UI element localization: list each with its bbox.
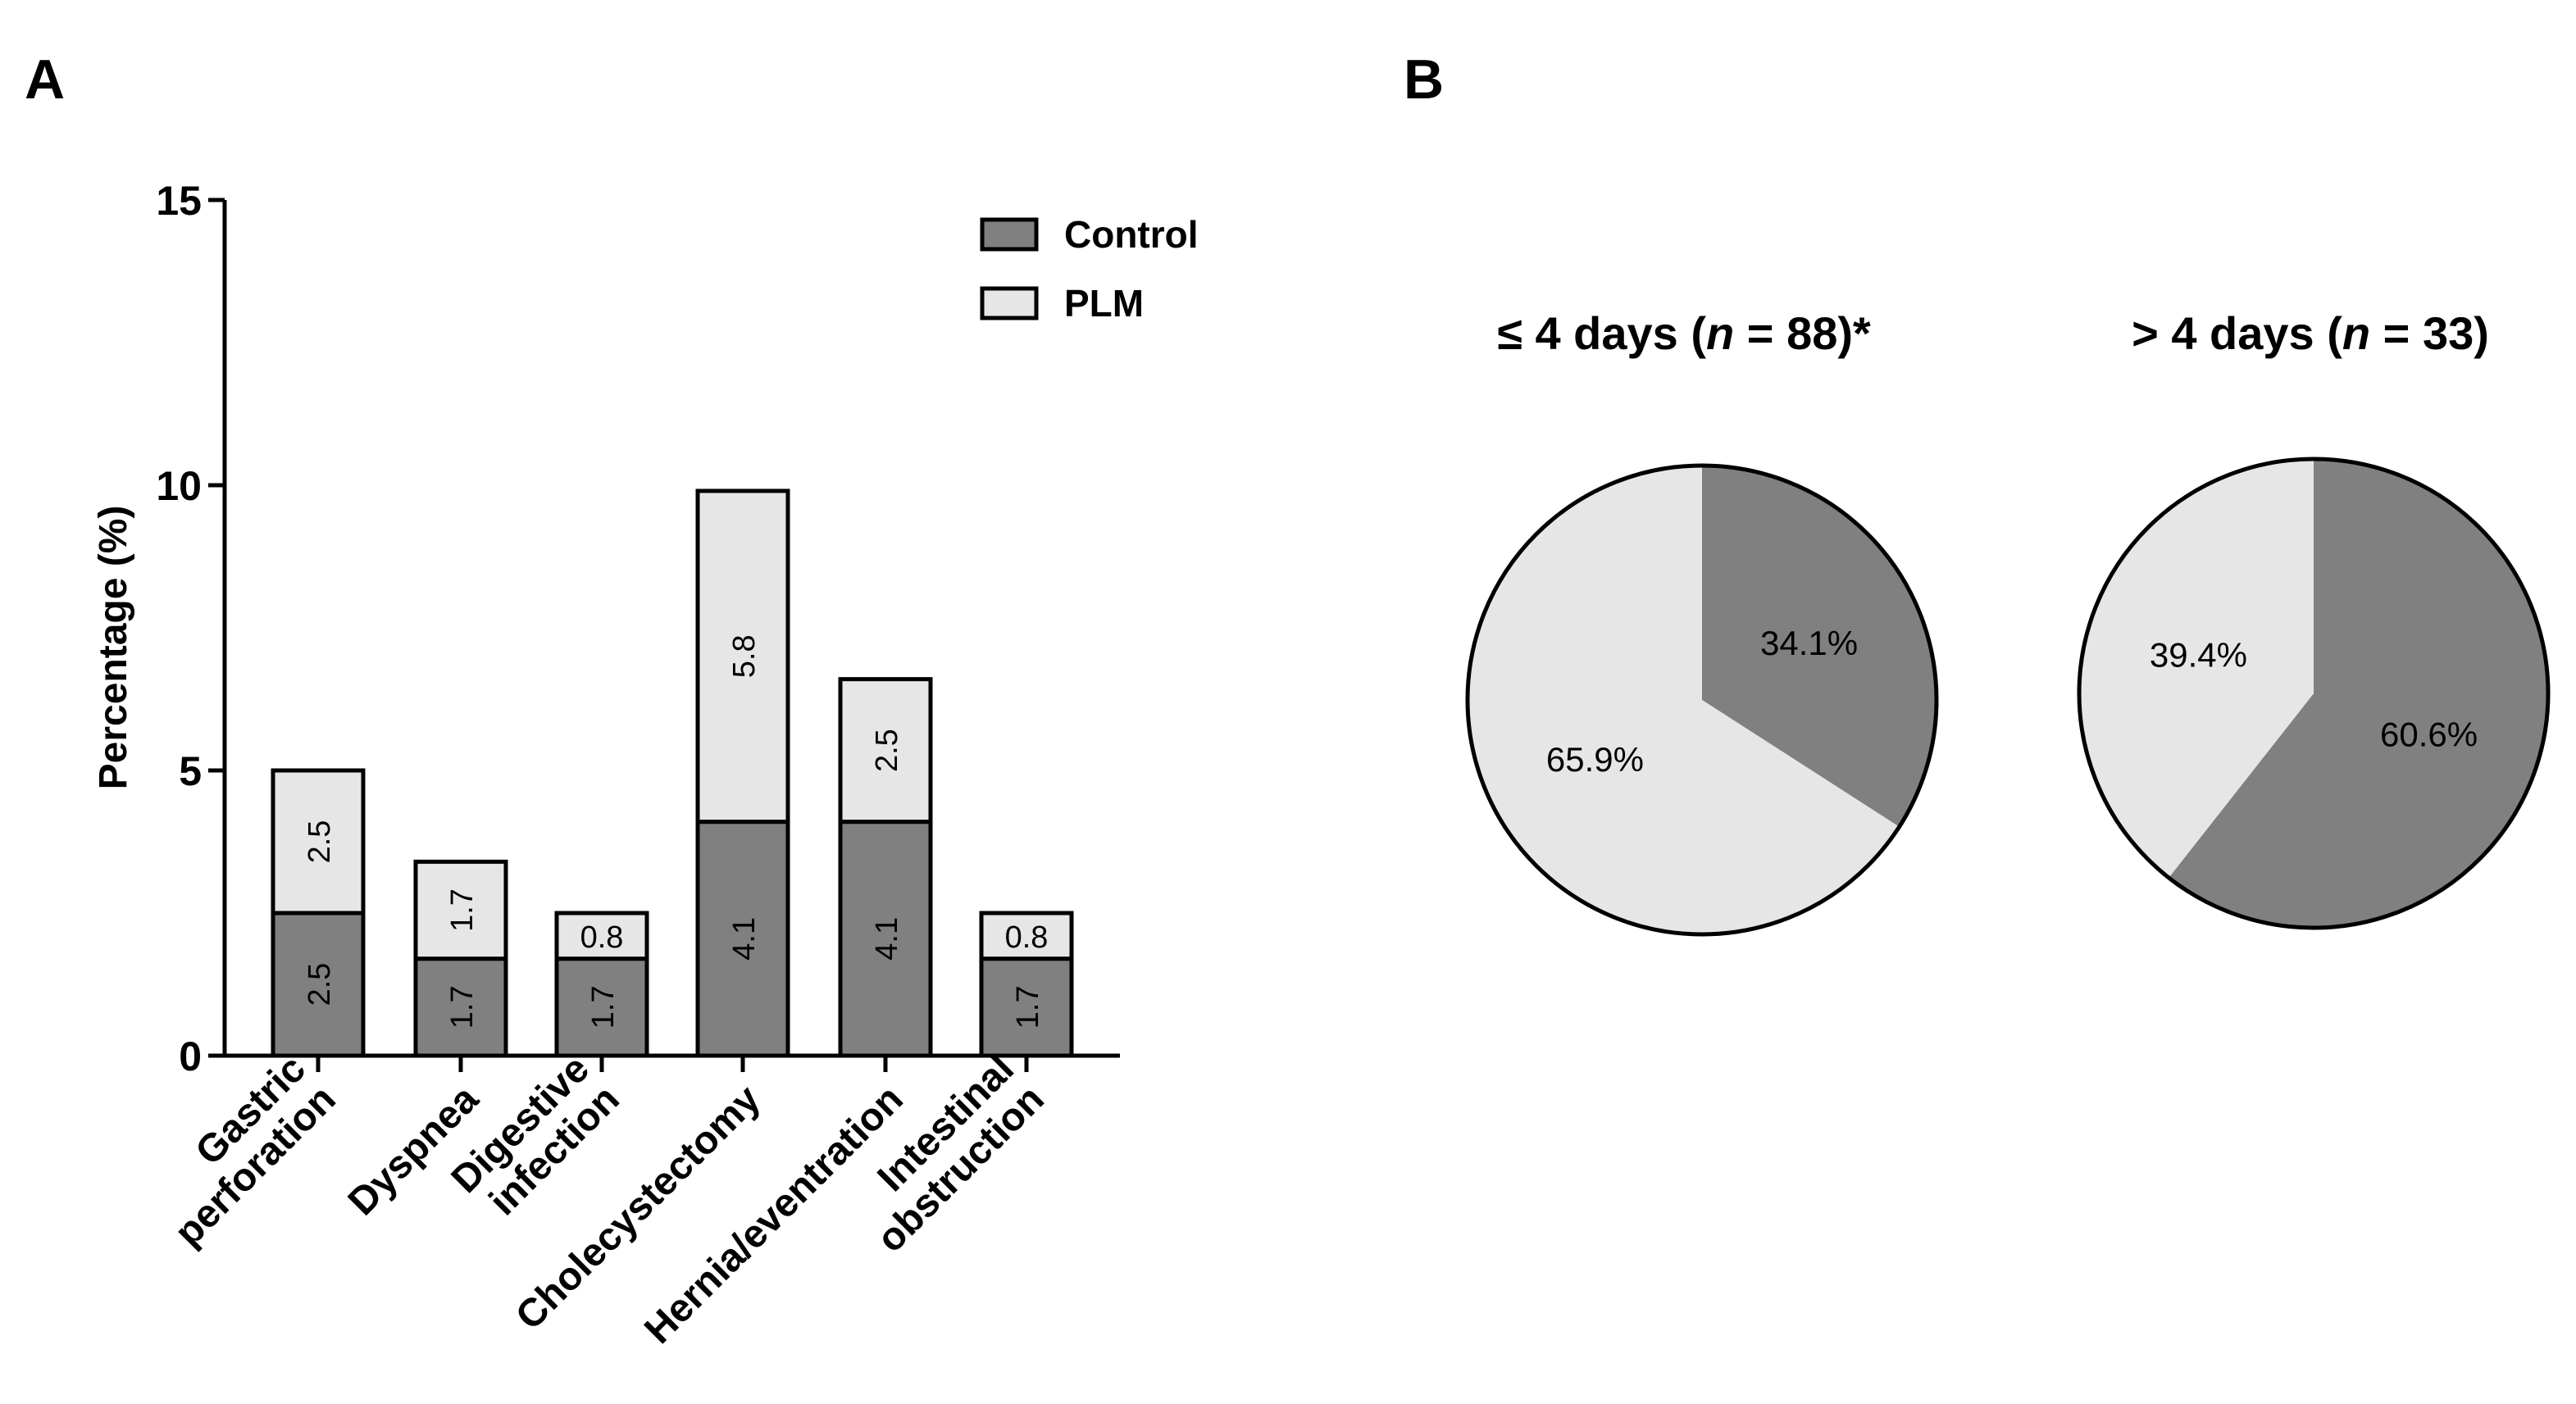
bar-value-label: 0.8 [580,920,624,955]
legend-swatch-plm [980,286,1039,320]
legend-label-control: Control [1064,213,1199,256]
bar-control [979,956,1074,1058]
pie-outline [1465,463,1939,937]
bar-value-label: 5.8 [727,634,762,678]
bar-value-label: 2.5 [870,729,904,772]
pie-title-part: ≤ 4 days ( [1497,307,1706,359]
bar-value-label: 1.7 [445,888,480,932]
bar-value-label: 4.1 [870,917,904,961]
pie-title-part: = 33) [2370,307,2489,359]
legend-label-plm: PLM [1064,282,1144,325]
y-tick-label: 15 [156,178,202,224]
y-tick-label: 10 [156,463,202,509]
pie-title: ≤ 4 days (n = 88)* [1497,307,1871,359]
bar-value-label: 2.5 [303,820,337,864]
pie-slice-plm [2079,459,2314,878]
bar-plm [413,859,508,961]
bar-control [838,820,933,1058]
pie-title: > 4 days (n = 33) [2132,307,2489,359]
bar-plm [695,488,790,825]
y-axis-label: Percentage (%) [92,506,135,790]
bar-control [413,956,508,1058]
bar-value-label: 4.1 [727,917,762,961]
bar-control [554,956,649,1058]
pie-slice-label: 39.4% [2150,635,2247,674]
bar-plm [979,911,1074,961]
x-tick-label-line: Hernia/eventration [636,1077,911,1352]
stacked-bar-chart: 0 5 10 15 Percentage (%) 2.5 2.5 Gastricperfora… [92,178,1199,1352]
panel-label-b: B [1404,48,1444,111]
y-tick-label: 0 [179,1034,202,1079]
x-tick-label: Intestinalobstruction [839,1047,1053,1261]
bar-plm [554,911,649,961]
pie-slice-label: 34.1% [1760,624,1858,662]
y-tick-label: 5 [179,748,202,794]
bar-value-label: 1.7 [445,985,480,1029]
pie-title-part: n [1706,307,1734,359]
bar-plm [838,677,933,825]
panel-label-a: A [25,48,65,111]
pie-slice-control [2169,459,2548,928]
x-tick-label: Digestiveinfection [444,1047,628,1232]
bar-value-label: 1.7 [586,985,621,1029]
bar-control [695,820,790,1058]
pie-title-part: > 4 days ( [2132,307,2342,359]
bar-value-label: 2.5 [303,963,337,1006]
legend-swatch-control [980,217,1039,252]
pie-outline [2077,457,2551,930]
pie-slice-plm [1467,466,1900,934]
bar-value-label: 0.8 [1005,920,1049,955]
bar-plm [271,768,366,916]
pie-slice-label: 65.9% [1546,740,1644,779]
pie-slice-label: 60.6% [2380,716,2478,754]
pie-charts: ≤ 4 days (n = 88)*34.1%65.9%> 4 days (n … [1465,307,2551,937]
x-tick-label: Hernia/eventration [636,1077,911,1352]
pie-slice-control [1702,466,1937,827]
bar-value-label: 1.7 [1011,985,1045,1029]
pie-title-part: = 88)* [1734,307,1871,359]
pie-title-part: n [2342,307,2370,359]
x-tick-label: Gastricperforation [136,1047,344,1255]
